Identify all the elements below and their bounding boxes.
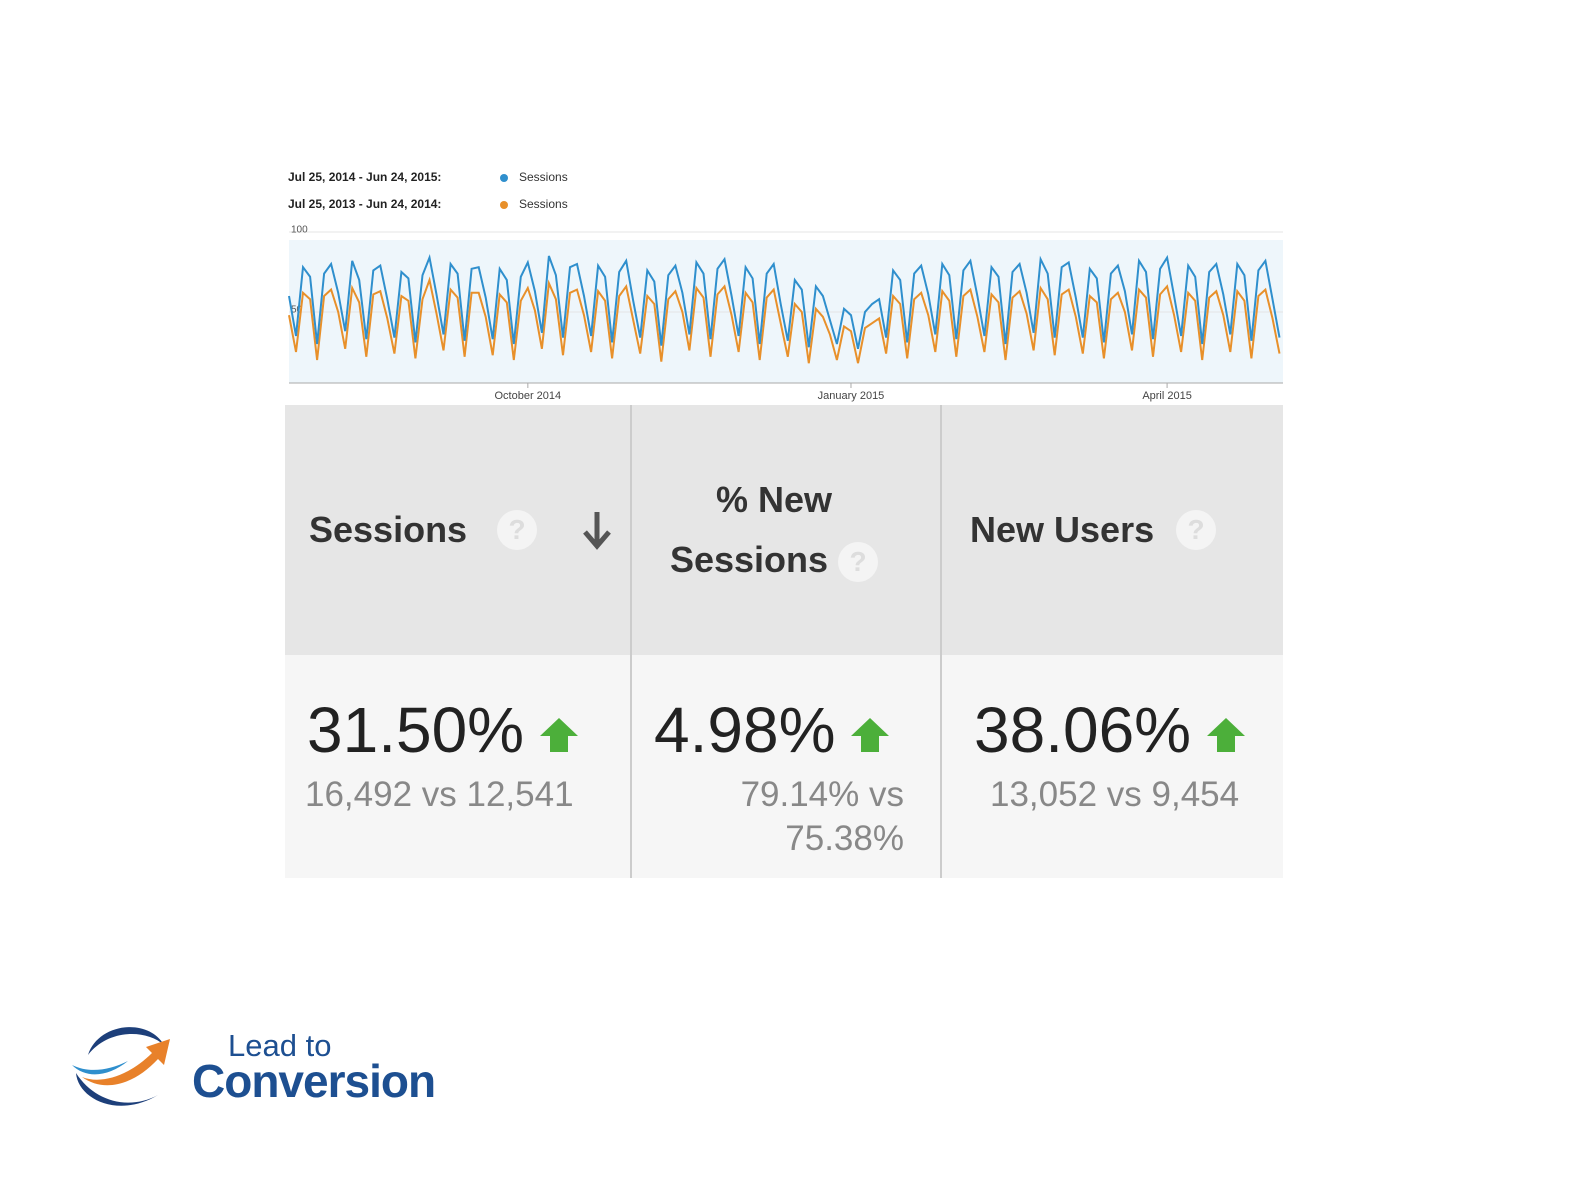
legend-period: Jul 25, 2014 - Jun 24, 2015: <box>288 170 441 184</box>
header-cell: % New Sessions ? <box>632 405 940 655</box>
help-icon[interactable]: ? <box>1176 510 1217 550</box>
legend-dot <box>500 201 508 209</box>
divider <box>940 405 942 878</box>
sort-arrow[interactable] <box>577 508 617 552</box>
up-arrow <box>851 718 890 753</box>
header-cell: Sessions ? <box>285 405 630 655</box>
x-tick-label: October 2014 <box>495 390 562 402</box>
change: 4.98% <box>654 694 836 766</box>
logo-line2: Conversion <box>192 1055 436 1107</box>
y-tick-label: 100 <box>291 225 308 236</box>
series-line <box>288 276 1281 364</box>
value-cell: 38.06% 13,052 vs 9,454 <box>942 655 1283 878</box>
x-tick-label: April 2015 <box>1142 390 1192 402</box>
help-icon[interactable]: ? <box>497 510 538 550</box>
legend: Jul 25, 2014 - Jun 24, 2015: Sessions Jul … <box>288 170 568 211</box>
header-cell: New Users ? <box>942 405 1283 655</box>
divider <box>630 405 632 878</box>
x-tick-label: January 2015 <box>818 390 885 402</box>
logo-line1: Lead to <box>228 1028 332 1063</box>
legend-dot <box>500 174 508 182</box>
header-text: New Users <box>970 509 1155 550</box>
comparison: 13,052 vs 9,454 <box>990 775 1240 814</box>
value-cell: 31.50% 16,492 vs 12,541 <box>285 655 630 878</box>
legend-period: Jul 25, 2013 - Jun 24, 2014: <box>288 197 441 211</box>
value-cell: 4.98% 79.14% vs 75.38% <box>632 655 940 878</box>
change: 31.50% <box>307 694 525 766</box>
up-arrow <box>540 718 579 753</box>
legend-label: Sessions <box>519 197 568 211</box>
logo-mark <box>72 1027 170 1106</box>
y-tick-label: 50 <box>291 305 303 316</box>
header-text: % New Sessions <box>669 479 833 580</box>
comparison: 79.14% vs 75.38% <box>740 775 904 858</box>
chart: Jul 25, 2014 - Jun 24, 2015: Sessions Jul … <box>288 170 1283 402</box>
legend-label: Sessions <box>519 170 568 184</box>
series-line <box>288 254 1281 350</box>
header-text: Sessions <box>309 509 468 550</box>
help-icon[interactable]: ? <box>838 542 879 583</box>
comparison: 16,492 vs 12,541 <box>305 775 574 814</box>
up-arrow <box>1207 718 1246 753</box>
change: 38.06% <box>974 694 1192 766</box>
